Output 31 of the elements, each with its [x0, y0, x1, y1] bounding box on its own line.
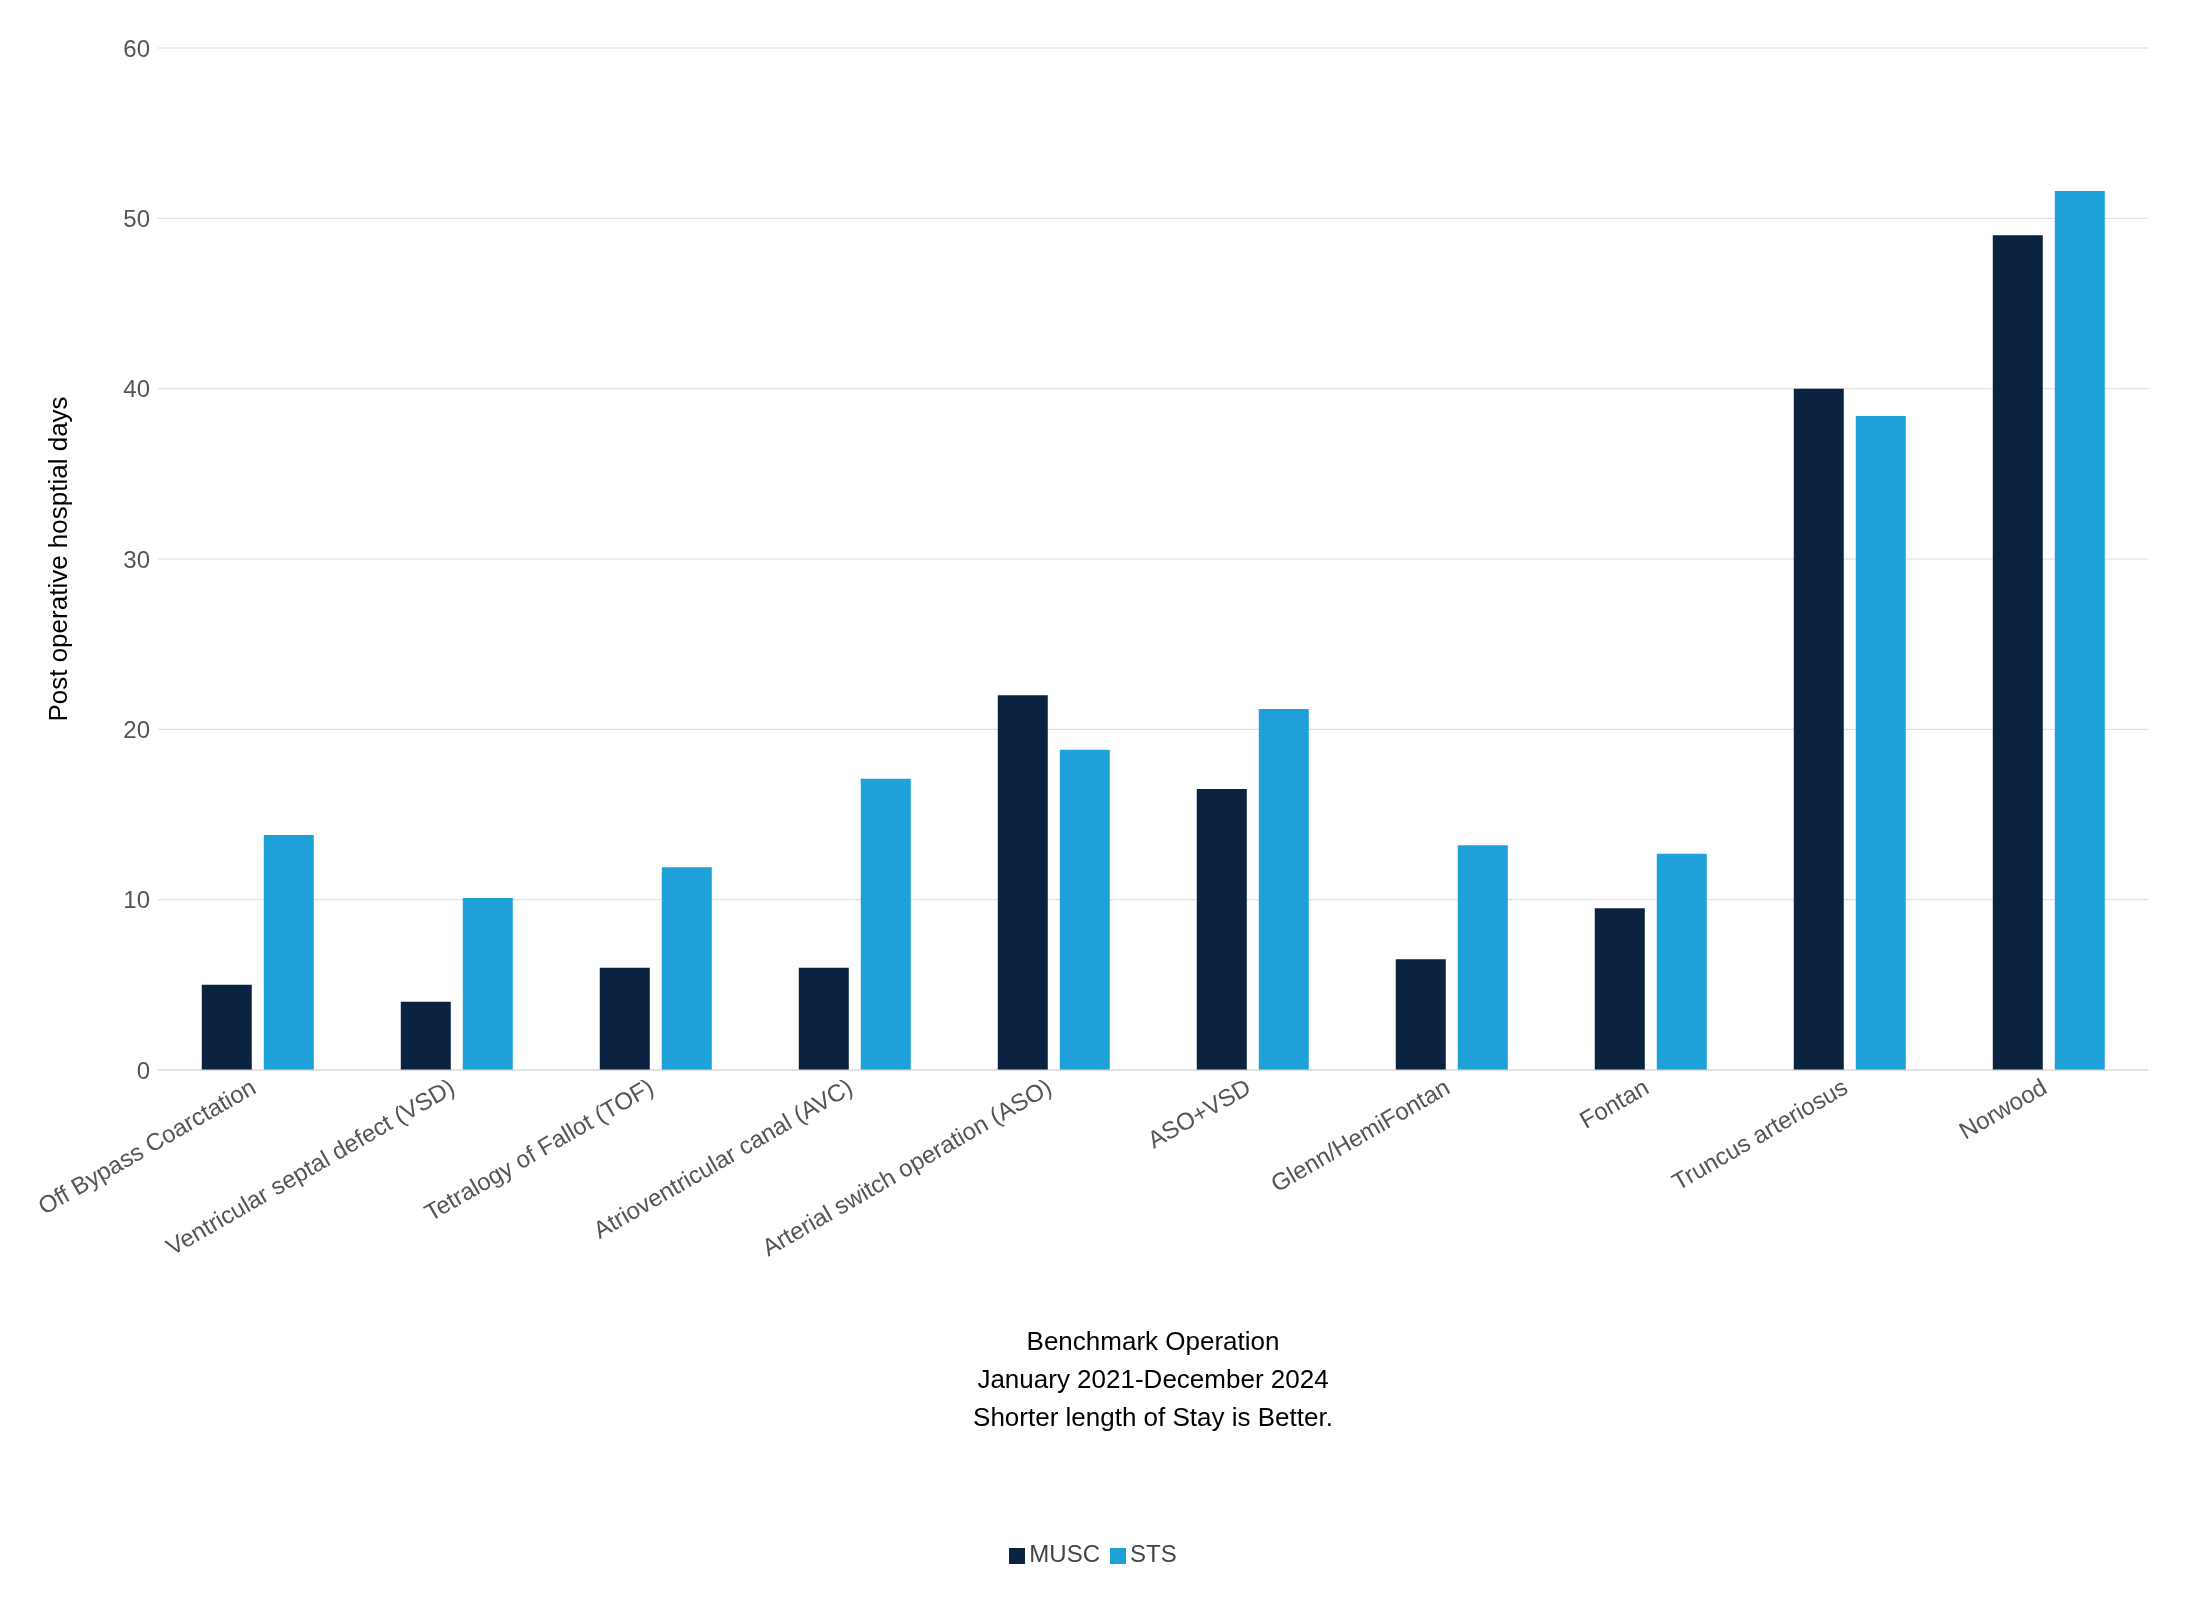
bar — [599, 967, 650, 1070]
bar — [1855, 415, 1906, 1070]
bar — [1793, 388, 1844, 1070]
y-tick-label: 40 — [123, 375, 150, 403]
bar — [661, 867, 712, 1070]
y-axis-title: Post operative hosptial days — [43, 396, 74, 722]
y-tick-label: 0 — [136, 1056, 150, 1084]
legend-label: MUSC — [1029, 1540, 1100, 1567]
bar — [1258, 708, 1309, 1070]
bar — [1656, 853, 1707, 1070]
bar — [1457, 845, 1508, 1070]
y-tick-label: 10 — [123, 886, 150, 914]
bar — [2054, 191, 2105, 1070]
bar — [201, 984, 252, 1070]
y-tick-label: 60 — [123, 34, 150, 62]
bar — [860, 778, 911, 1070]
bar — [1196, 788, 1247, 1070]
bar — [400, 1001, 451, 1070]
legend-label: STS — [1129, 1540, 1177, 1567]
y-tick-label: 20 — [123, 715, 150, 743]
y-tick-label: 50 — [123, 204, 150, 232]
y-tick-label: 30 — [123, 545, 150, 573]
bar — [462, 897, 513, 1070]
x-axis-title: Benchmark Operation January 2021-December 2024 Shorter length of Stay is Better. — [973, 1326, 1333, 1432]
bar — [1594, 908, 1645, 1070]
bar — [1992, 235, 2043, 1070]
bar — [997, 695, 1048, 1070]
bar — [1059, 749, 1110, 1070]
bar — [1395, 959, 1446, 1070]
bar — [263, 834, 314, 1070]
bar — [798, 967, 849, 1070]
